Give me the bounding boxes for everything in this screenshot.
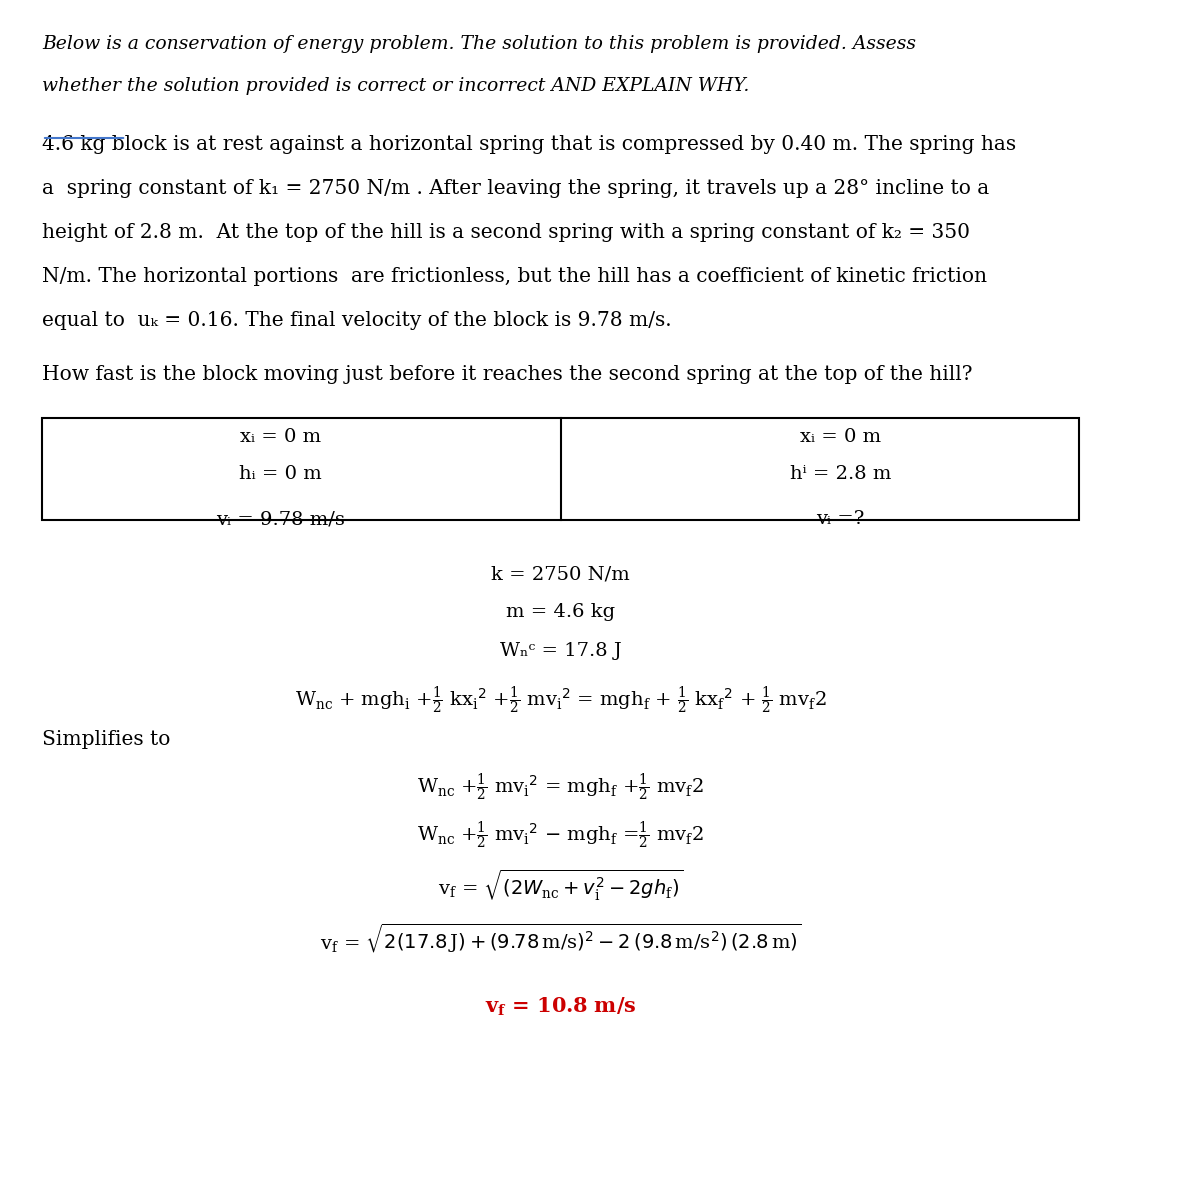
Text: xᵢ = 0 m: xᵢ = 0 m (240, 428, 320, 446)
Text: hᵢ = 0 m: hᵢ = 0 m (239, 465, 322, 483)
Text: W$_\mathregular{nc}$ + mgh$_\mathregular{i}$ +$\mathregular{\frac{1}{2}}$ kx$_\m: W$_\mathregular{nc}$ + mgh$_\mathregular… (295, 685, 827, 718)
Text: v$_\mathregular{f}$ = 10.8 m/s: v$_\mathregular{f}$ = 10.8 m/s (485, 995, 636, 1017)
Text: k = 2750 N/m: k = 2750 N/m (491, 565, 630, 583)
Text: equal to  uₖ = 0.16. The final velocity of the block is 9.78 m/s.: equal to uₖ = 0.16. The final velocity o… (42, 311, 672, 330)
Text: whether the solution provided is correct or incorrect AND EXPLAIN WHY.: whether the solution provided is correct… (42, 77, 750, 95)
Text: N/m. The horizontal portions  are frictionless, but the hill has a coefficient o: N/m. The horizontal portions are frictio… (42, 267, 988, 286)
Text: How fast is the block moving just before it reaches the second spring at the top: How fast is the block moving just before… (42, 365, 972, 384)
Text: m = 4.6 kg: m = 4.6 kg (506, 603, 616, 621)
Text: xᵢ = 0 m: xᵢ = 0 m (800, 428, 881, 446)
Text: Wₙᶜ = 17.8 J: Wₙᶜ = 17.8 J (499, 641, 622, 660)
Text: height of 2.8 m.  At the top of the hill is a second spring with a spring consta: height of 2.8 m. At the top of the hill … (42, 223, 970, 242)
Text: v$_\mathregular{f}$ = $\sqrt{2(17.8\, \mathregular{J}) + (9.78\, \mathregular{m/: v$_\mathregular{f}$ = $\sqrt{2(17.8\, \m… (319, 922, 802, 956)
Text: v$_\mathregular{f}$ = $\sqrt{(2W_\mathregular{nc} + v_\mathregular{i}^2 - 2gh_\m: v$_\mathregular{f}$ = $\sqrt{(2W_\mathre… (438, 868, 683, 903)
FancyBboxPatch shape (42, 418, 1079, 520)
Text: W$_\mathregular{nc}$ +$\mathregular{\frac{1}{2}}$ mv$_\mathregular{i}$$^2$ $-$ m: W$_\mathregular{nc}$ +$\mathregular{\fra… (418, 820, 704, 852)
Text: vᵢ = 9.78 m/s: vᵢ = 9.78 m/s (216, 511, 344, 528)
Text: hⁱ = 2.8 m: hⁱ = 2.8 m (790, 465, 892, 483)
Text: 4.6 kg block is at rest against a horizontal spring that is compressed by 0.40 m: 4.6 kg block is at rest against a horizo… (42, 134, 1016, 154)
Text: W$_\mathregular{nc}$ +$\mathregular{\frac{1}{2}}$ mv$_\mathregular{i}$$^2$ = mgh: W$_\mathregular{nc}$ +$\mathregular{\fra… (418, 772, 704, 804)
Text: Below is a conservation of energy problem. The solution to this problem is provi: Below is a conservation of energy proble… (42, 35, 916, 54)
Text: a  spring constant of k₁ = 2750 N/m . After leaving the spring, it travels up a : a spring constant of k₁ = 2750 N/m . Aft… (42, 178, 989, 198)
Text: vᵢ =?: vᵢ =? (816, 511, 865, 528)
Text: Simplifies to: Simplifies to (42, 729, 170, 749)
